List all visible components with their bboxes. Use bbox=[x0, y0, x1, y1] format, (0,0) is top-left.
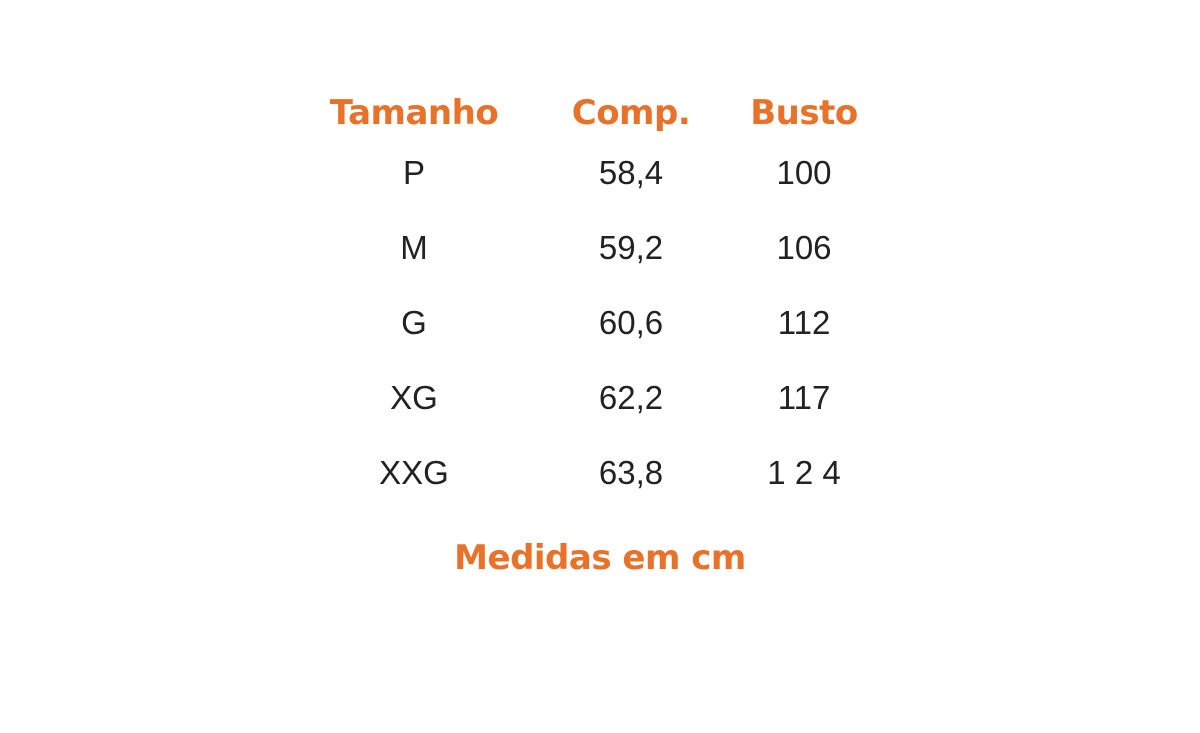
size-cell: XG bbox=[390, 379, 438, 416]
length-cell: 58,4 bbox=[598, 154, 664, 191]
bust-cell: 117 bbox=[777, 379, 831, 416]
size-cell: P bbox=[402, 154, 425, 191]
length-cell: 60,6 bbox=[598, 304, 664, 341]
header-comp: Comp. bbox=[571, 93, 691, 133]
header-tamanho: Tamanho bbox=[329, 93, 499, 133]
size-cell: G bbox=[401, 304, 427, 341]
header-busto: Busto bbox=[750, 93, 858, 133]
bust-cell: 112 bbox=[777, 304, 831, 341]
length-cell: 62,2 bbox=[598, 379, 664, 416]
bust-cell: 1 2 4 bbox=[767, 454, 841, 491]
size-cell: XXG bbox=[379, 454, 449, 491]
units-note: Medidas em cm bbox=[454, 538, 746, 578]
bust-cell: 100 bbox=[776, 154, 832, 191]
bust-cell: 106 bbox=[776, 229, 832, 266]
length-cell: 59,2 bbox=[598, 229, 664, 266]
size-cell: M bbox=[400, 229, 428, 266]
length-cell: 63,8 bbox=[598, 454, 664, 491]
